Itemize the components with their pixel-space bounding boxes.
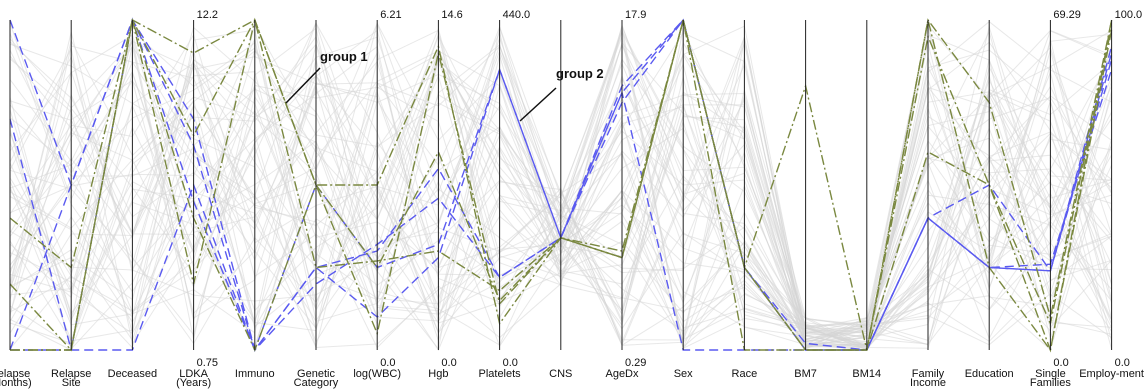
axis-label: AgeDx xyxy=(605,368,639,380)
axis-max-label: 12.2 xyxy=(197,9,218,21)
group-1-pointer xyxy=(285,67,321,104)
axis-label: Sex xyxy=(674,368,693,380)
axis-min-label: 0.29 xyxy=(625,357,646,369)
group-2-pointer xyxy=(519,87,557,122)
axis-max-label: 440.0 xyxy=(503,9,531,21)
axis-min-label: 0.0 xyxy=(503,357,518,369)
axis-label: Hgb xyxy=(428,368,448,380)
axis-label: BM7 xyxy=(794,368,817,380)
axis-max-label: 69.29 xyxy=(1053,9,1081,21)
annotations: group 1 group 2 xyxy=(285,49,604,122)
axis-label: Education xyxy=(965,368,1014,380)
axis-label: Genetic Category xyxy=(294,368,339,389)
axis-max-label: 17.9 xyxy=(625,9,646,21)
axis-label: Platelets xyxy=(478,368,521,380)
axis-label: Single Families xyxy=(1030,368,1071,389)
axis-label: Immuno xyxy=(235,368,275,380)
axis-max-label: 100.0 xyxy=(1115,9,1143,21)
group-2-annotation: group 2 xyxy=(556,66,604,81)
axis-max-label: 6.21 xyxy=(380,9,401,21)
axis-min-label: 0.0 xyxy=(380,357,395,369)
group-1-annotation: group 1 xyxy=(320,49,368,64)
axis-min-label: 0.75 xyxy=(197,357,218,369)
axis-label: Employ-ment xyxy=(1079,368,1144,380)
axis-label: BM14 xyxy=(852,368,881,380)
axis-label: Family Income xyxy=(910,368,946,389)
axis-label: log(WBC) xyxy=(353,368,401,380)
axis-min-label: 0.0 xyxy=(1053,357,1068,369)
axis-min-label: 0.0 xyxy=(441,357,456,369)
axis-label: CNS xyxy=(549,368,572,380)
axis-label: Relapse(Months) xyxy=(0,368,32,389)
axis-min-label: 0.0 xyxy=(1115,357,1130,369)
axis-label: Race xyxy=(732,368,758,380)
axis-max-label: 14.6 xyxy=(441,9,462,21)
axis-label: Relapse Site xyxy=(51,368,91,389)
axis-label: Deceased xyxy=(108,368,158,380)
axis-label: LDKA (Years) xyxy=(176,368,211,389)
